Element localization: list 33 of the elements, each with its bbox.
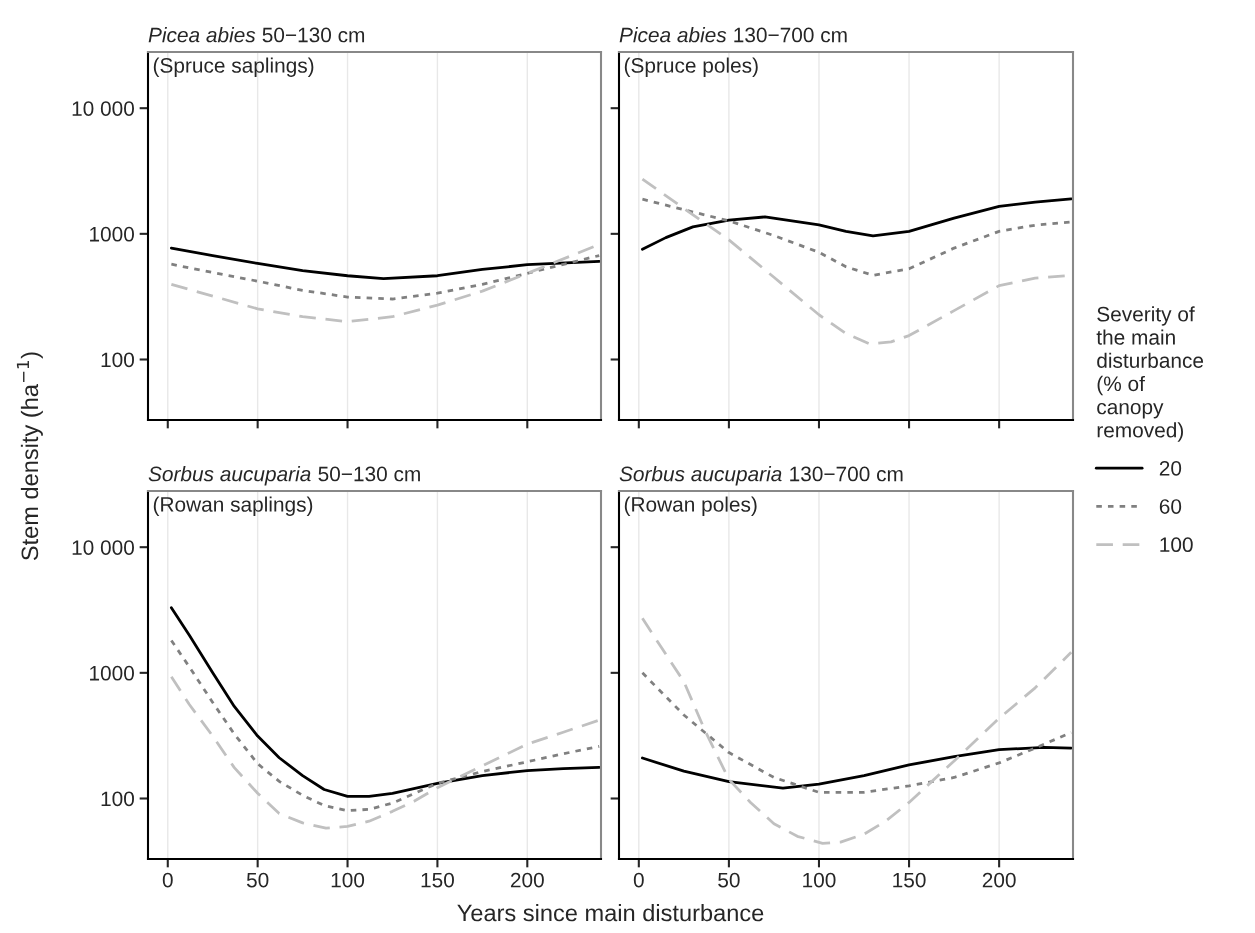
annotation: (Spruce saplings) (153, 57, 314, 77)
line-series (169, 246, 601, 280)
x-tick-label: 0 (633, 872, 644, 888)
x-tick-label: 50 (246, 872, 269, 888)
x-axis-title: Years since main disturbance (457, 903, 764, 922)
chart-title: Sorbus aucuparia 130−700 cm (619, 466, 903, 486)
y-tick-label: 100 (101, 352, 134, 368)
y-tick-label: 1000 (90, 226, 134, 242)
y-axis-title: Stem density (ha$^{−1}$) (16, 352, 43, 561)
line-series (169, 606, 601, 798)
x-tick-label: 150 (893, 872, 926, 888)
y-tick-label: 100 (101, 791, 134, 807)
x-tick-label: 0 (162, 872, 173, 888)
x-tick-label: 200 (982, 872, 1016, 888)
chart-title: Sorbus aucuparia 50−130 cm (148, 466, 420, 486)
x-tick-label: 150 (421, 872, 454, 888)
annotation: (Spruce poles) (624, 57, 758, 77)
chart-title: Picea abies 50−130 cm (148, 27, 365, 43)
legend-label: 100 (1160, 537, 1193, 553)
legend-label: 20 (1159, 460, 1182, 476)
line-series (169, 675, 601, 830)
legend-title: Severity of the main disturbance (% of canopy removed) (1096, 306, 1204, 442)
legend-label: 60 (1159, 499, 1182, 514)
chart-title: Picea abies 130−700 cm (619, 27, 847, 43)
y-tick-label: 10 000 (72, 101, 134, 116)
x-tick-label: 100 (803, 872, 836, 888)
y-tick-label: 10 000 (72, 540, 134, 555)
y-tick-label: 1000 (90, 665, 134, 681)
annotation: (Rowan poles) (624, 496, 757, 516)
annotation: (Rowan saplings) (153, 496, 313, 516)
x-tick-label: 200 (510, 872, 544, 888)
x-tick-label: 50 (718, 872, 740, 888)
x-tick-label: 100 (331, 872, 365, 888)
